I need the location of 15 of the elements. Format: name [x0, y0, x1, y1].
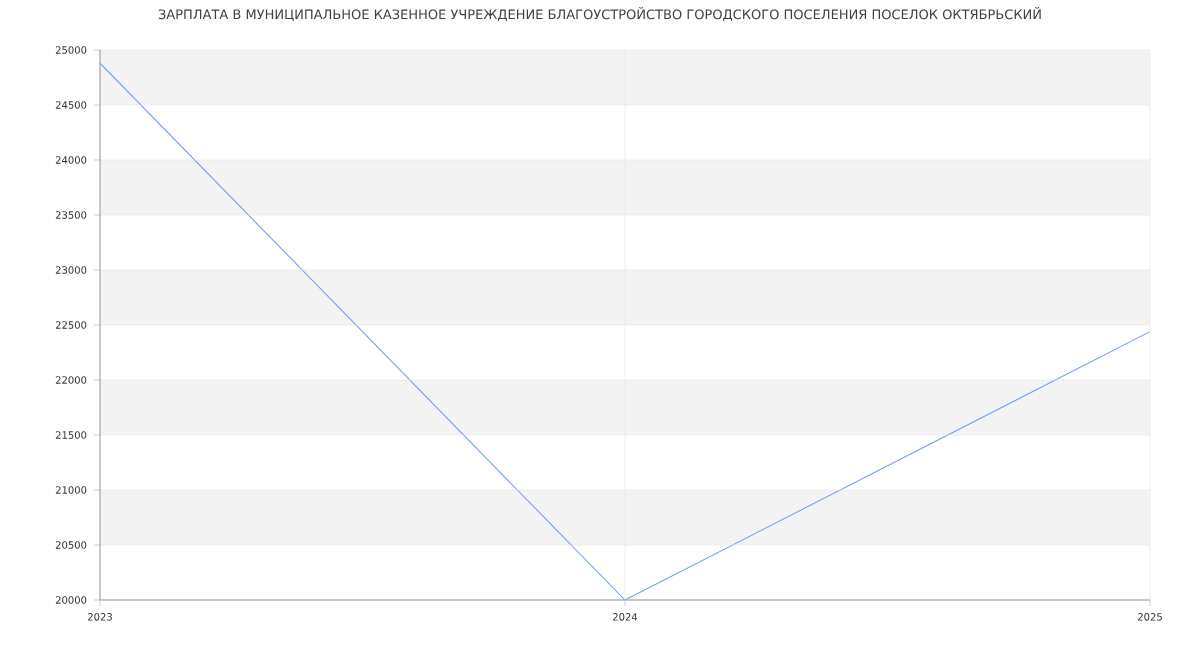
y-tick-label: 23000	[55, 266, 87, 274]
x-tick-label: 2024	[613, 613, 638, 621]
y-tick-label: 20500	[55, 541, 87, 549]
chart-title: ЗАРПЛАТА В МУНИЦИПАЛЬНОЕ КАЗЕННОЕ УЧРЕЖДЕНИЕ БЛАГОУСТРОЙСТВО ГОРОДСКОГО ПОСЕЛЕНИЯ ПОСЕЛОК ОКТЯБРЬСКИЙ	[158, 6, 1041, 22]
y-tick-label: 24500	[55, 101, 87, 109]
y-tick-label: 22000	[55, 376, 87, 384]
y-tick-label: 20000	[55, 596, 87, 604]
y-tick-label: 24000	[55, 156, 87, 164]
y-tick-label: 23500	[55, 211, 87, 219]
y-tick-label: 21000	[55, 486, 87, 494]
y-tick-label: 21500	[55, 431, 87, 439]
y-tick-label: 22500	[55, 321, 87, 329]
y-tick-label: 25000	[55, 46, 87, 54]
x-tick-label: 2025	[1138, 613, 1162, 621]
x-tick-label: 2023	[88, 613, 112, 621]
